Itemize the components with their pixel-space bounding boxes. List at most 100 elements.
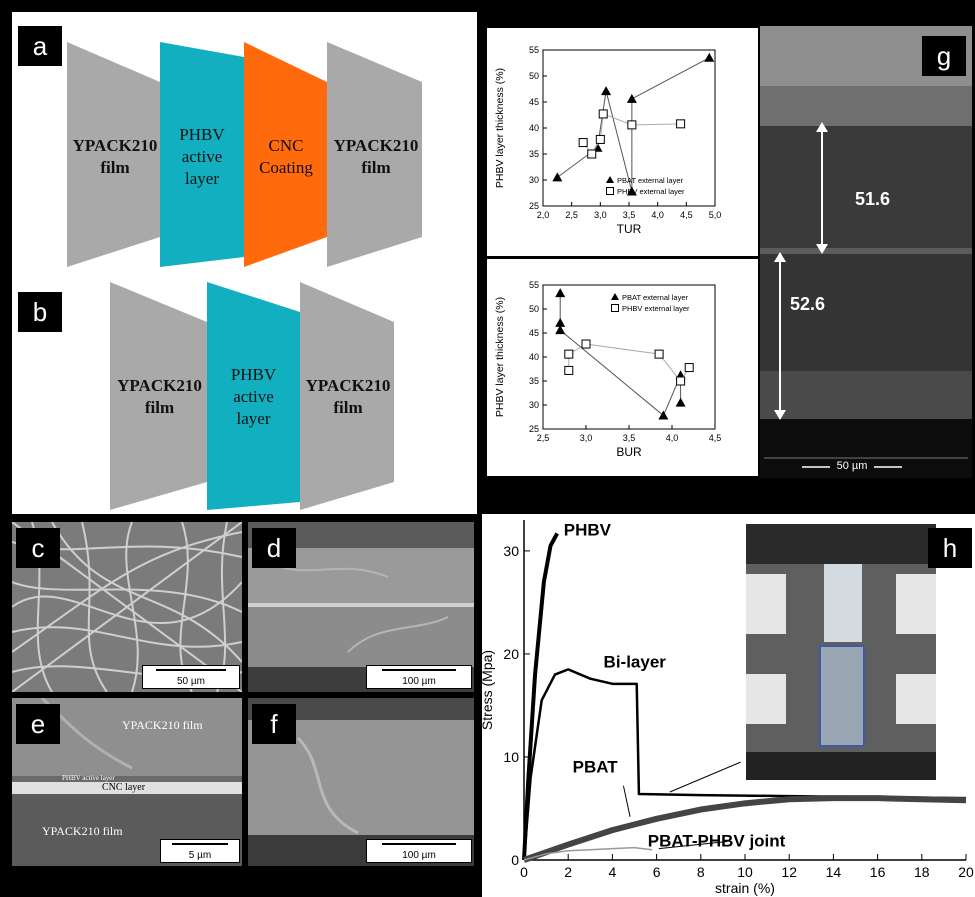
x-tick-label: 3,0 xyxy=(580,433,593,443)
x-axis-label: strain (%) xyxy=(715,880,775,896)
layer-label-a1: YPACK210 film xyxy=(72,136,158,177)
panel-label-c: c xyxy=(16,528,60,568)
data-point-square xyxy=(654,349,664,359)
text-ypack-bottom-e: YPACK210 film xyxy=(42,824,123,838)
panel-label-a: a xyxy=(18,26,62,66)
chart-stress-strain: 0 2 4 6 8 10 12 14 16 18 20 0 10 20 30 strain (%) Stress… xyxy=(482,520,974,896)
x-tick-label: 2,0 xyxy=(537,210,550,220)
y-axis-label: Stress (Mpa) xyxy=(482,650,495,730)
panel-a: a YPACK210 film PHBV active layer CNC Co… xyxy=(12,12,477,282)
data-point-triangle xyxy=(675,397,686,407)
data-point-square xyxy=(564,365,574,375)
layer-phbv-a xyxy=(160,42,244,267)
scale-bar-d: 100 µm xyxy=(366,665,472,689)
series-line-1 xyxy=(522,668,967,861)
data-point-square xyxy=(598,109,608,119)
data-point-triangle xyxy=(555,288,566,298)
data-point-square xyxy=(581,339,591,349)
legend-marker xyxy=(611,293,619,300)
layer-label-b3: YPACK210 film xyxy=(305,376,391,417)
panel-label-d: d xyxy=(252,528,296,568)
series-line-2 xyxy=(523,795,967,863)
x-tick-label: 3,5 xyxy=(623,210,636,220)
tensile-grips xyxy=(746,524,936,780)
data-point-triangle xyxy=(658,410,669,420)
x-tick-label: 4 xyxy=(609,864,617,880)
layer-label-b1: YPACK210 film xyxy=(117,376,202,417)
legend-label: PBAT external layer xyxy=(617,176,684,185)
data-point-triangle xyxy=(626,93,637,103)
series-line-1 xyxy=(568,343,690,382)
y-tick-label: 40 xyxy=(529,352,539,362)
y-tick-label: 25 xyxy=(529,201,539,211)
legend-label: PBAT external layer xyxy=(622,293,689,302)
legend-marker xyxy=(606,176,614,183)
scale-label-e: 5 µm xyxy=(188,850,212,861)
layer-ypack-b2 xyxy=(300,282,394,510)
text-cnc-e: CNC layer xyxy=(102,782,146,793)
y-tick-label: 30 xyxy=(503,543,519,559)
x-tick-label: 4,0 xyxy=(651,210,664,220)
sem-image-c: c 50 µm xyxy=(12,522,242,692)
cross-section-f xyxy=(248,698,474,866)
y-tick-label: 30 xyxy=(529,400,539,410)
x-tick-label: 3,0 xyxy=(594,210,607,220)
chart-divider xyxy=(487,256,758,259)
data-point-square xyxy=(627,120,637,130)
y-tick-label: 30 xyxy=(529,175,539,185)
layer-ypack-b1 xyxy=(110,282,207,510)
x-tick-label: 4,5 xyxy=(680,210,693,220)
sem-image-g: 51.6 52.6 50 µm g xyxy=(760,26,972,478)
scale-bar-c: 50 µm xyxy=(142,665,240,689)
y-tick-label: 40 xyxy=(529,123,539,133)
y-tick-label: 0 xyxy=(511,852,519,868)
layer-label-a3: CNC Coating xyxy=(259,136,313,177)
scale-label-c: 50 µm xyxy=(177,676,205,687)
panel-label-g: g xyxy=(922,36,966,76)
sem-image-f: f 100 µm xyxy=(248,698,474,866)
x-tick-label: 6 xyxy=(653,864,661,880)
chart-tur: 2,0 2,5 3,0 3,5 4,0 4,5 5,0 25 30 35 40 45 50 55 TUR PH… xyxy=(494,45,722,236)
y-tick-label: 50 xyxy=(529,71,539,81)
data-point-triangle xyxy=(626,186,637,196)
layer-stack-b xyxy=(110,282,394,510)
panel-label-h: h xyxy=(928,528,972,568)
data-point-triangle xyxy=(601,86,612,96)
x-tick-label: 4,5 xyxy=(709,433,722,443)
x-tick-label: 2 xyxy=(564,864,572,880)
text-phbv-e: PHBV active layer xyxy=(62,774,115,782)
panel-g-charts: 2,0 2,5 3,0 3,5 4,0 4,5 5,0 25 30 35 40 45 50 55 TUR PH… xyxy=(485,26,760,478)
x-tick-label: 4,0 xyxy=(666,433,679,443)
layer-label-b2: PHBV active layer xyxy=(230,365,277,428)
x-tick-label: 3,5 xyxy=(623,433,636,443)
y-tick-label: 35 xyxy=(529,149,539,159)
data-point-square xyxy=(676,119,686,129)
x-tick-label: 8 xyxy=(697,864,705,880)
data-point-square xyxy=(676,376,686,386)
annotation-arrow xyxy=(658,840,728,850)
layer-ypack-a1 xyxy=(67,42,160,267)
layer-stack-a xyxy=(67,42,422,267)
annotation-arrow xyxy=(622,785,631,817)
data-point-square xyxy=(564,349,574,359)
y-tick-label: 55 xyxy=(529,45,539,55)
layer-ypack-a2 xyxy=(327,42,422,267)
y-tick-label: 50 xyxy=(529,304,539,314)
layer-label-a2: PHBV active layer xyxy=(179,125,225,188)
scale-bar-e: 5 µm xyxy=(160,839,240,863)
photo-tensile-test xyxy=(746,524,936,780)
legend-label: PHBV external layer xyxy=(617,187,685,196)
layer-cnc-a xyxy=(244,42,327,267)
series-label: PHBV xyxy=(564,520,612,539)
sem-cross-section-g xyxy=(760,26,972,478)
thickness-label-top: 51.6 xyxy=(855,189,891,209)
legend-marker xyxy=(611,304,619,312)
panel-b: b YPACK210 film PHBV active layer YPACK2… xyxy=(12,282,477,514)
x-tick-label: 2,5 xyxy=(537,433,550,443)
data-point-triangle xyxy=(555,317,566,327)
x-tick-label: 5,0 xyxy=(709,210,722,220)
x-tick-label: 20 xyxy=(958,864,974,880)
data-point-square xyxy=(578,138,588,148)
data-point-triangle xyxy=(555,325,566,335)
x-tick-label: 0 xyxy=(520,864,528,880)
